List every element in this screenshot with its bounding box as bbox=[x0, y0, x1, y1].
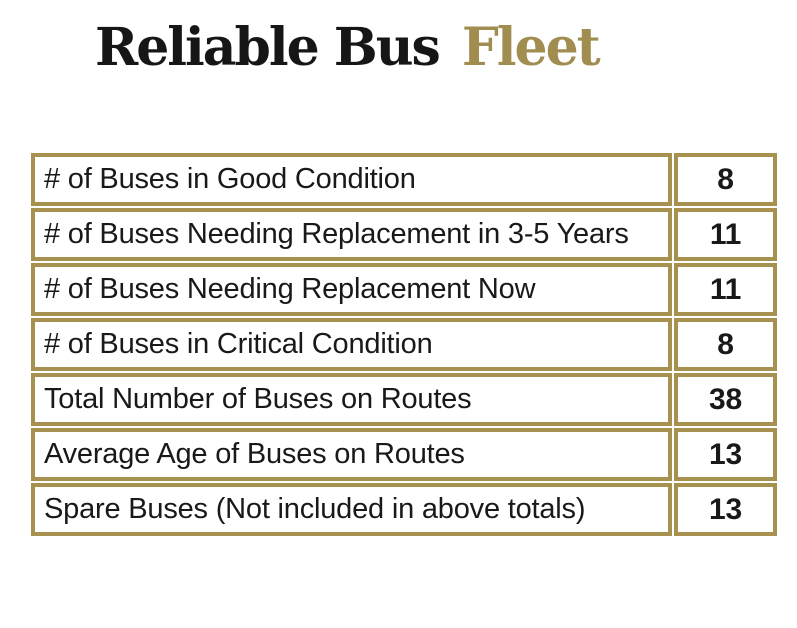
table-row: Average Age of Buses on Routes 13 bbox=[31, 428, 777, 481]
row-label: Total Number of Buses on Routes bbox=[31, 373, 672, 426]
row-value: 11 bbox=[674, 208, 777, 261]
table-row: Total Number of Buses on Routes 38 bbox=[31, 373, 777, 426]
table-row: # of Buses in Good Condition 8 bbox=[31, 153, 777, 206]
fleet-table-body: # of Buses in Good Condition 8 # of Buse… bbox=[31, 153, 777, 536]
row-label: # of Buses Needing Replacement Now bbox=[31, 263, 672, 316]
row-value: 38 bbox=[674, 373, 777, 426]
page-title: Reliable Bus Fleet bbox=[95, 17, 601, 78]
page-title-primary: Reliable Bus bbox=[95, 17, 441, 78]
row-label: # of Buses Needing Replacement in 3-5 Ye… bbox=[31, 208, 672, 261]
table-row: # of Buses Needing Replacement Now 11 bbox=[31, 263, 777, 316]
row-value: 13 bbox=[674, 483, 777, 536]
fleet-stats-table: # of Buses in Good Condition 8 # of Buse… bbox=[29, 151, 779, 538]
row-value: 11 bbox=[674, 263, 777, 316]
table-row: # of Buses Needing Replacement in 3-5 Ye… bbox=[31, 208, 777, 261]
row-label: # of Buses in Good Condition bbox=[31, 153, 672, 206]
table-row: Spare Buses (Not included in above total… bbox=[31, 483, 777, 536]
row-label: # of Buses in Critical Condition bbox=[31, 318, 672, 371]
row-label: Spare Buses (Not included in above total… bbox=[31, 483, 672, 536]
row-value: 13 bbox=[674, 428, 777, 481]
row-value: 8 bbox=[674, 153, 777, 206]
table-row: # of Buses in Critical Condition 8 bbox=[31, 318, 777, 371]
row-value: 8 bbox=[674, 318, 777, 371]
row-label: Average Age of Buses on Routes bbox=[31, 428, 672, 481]
page-title-accent: Fleet bbox=[461, 17, 601, 78]
